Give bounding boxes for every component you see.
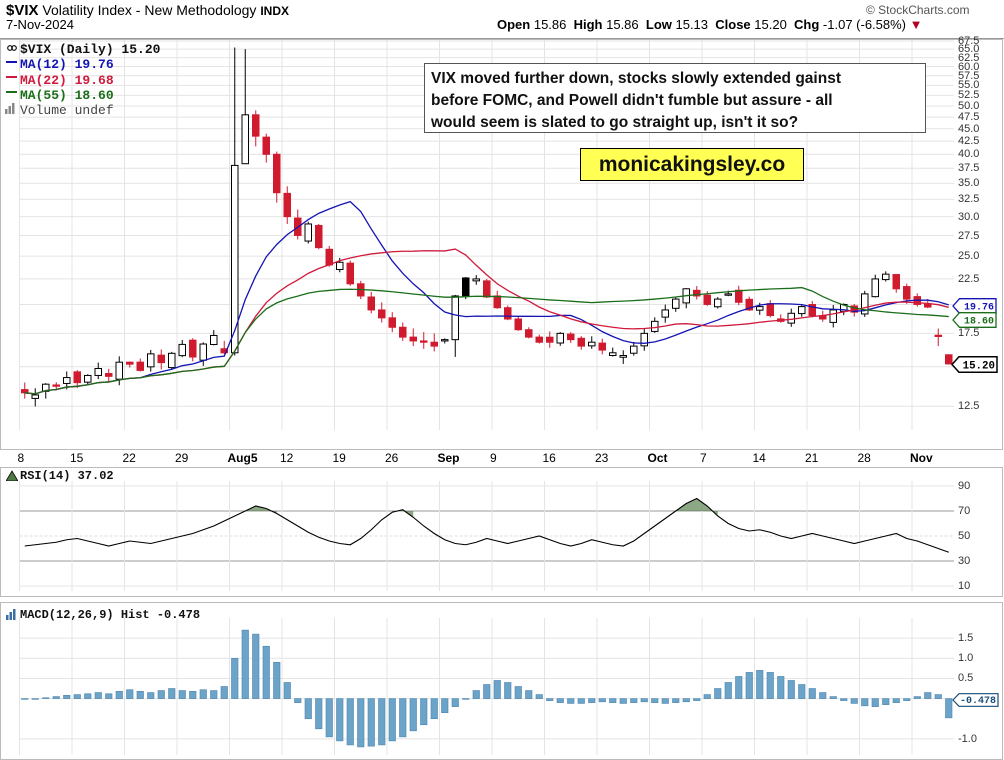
svg-text:-0.478: -0.478 xyxy=(960,696,996,707)
